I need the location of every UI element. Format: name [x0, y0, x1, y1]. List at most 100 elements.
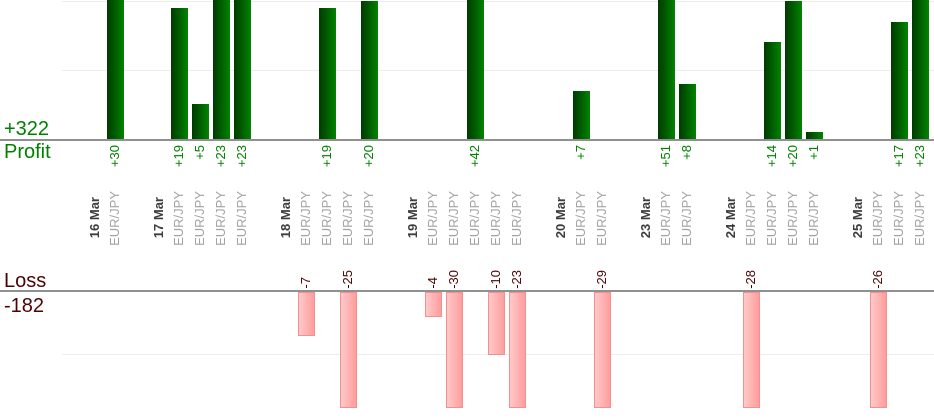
profit-value-label: +1: [806, 145, 821, 160]
symbol-label: EUR/JPY: [171, 190, 186, 246]
symbol-label: EUR/JPY: [870, 190, 885, 246]
symbol-label-box: EUR/JPY: [742, 186, 760, 250]
loss-bar: [870, 292, 887, 408]
profit-value-label: +8: [679, 145, 694, 160]
symbol-label: EUR/JPY: [806, 190, 821, 246]
symbol-label-box: EUR/JPY: [763, 186, 781, 250]
loss-bar: [298, 292, 315, 336]
profit-baseline: [0, 139, 934, 141]
loss-value-label: -28: [743, 270, 758, 289]
symbol-label: EUR/JPY: [340, 190, 355, 246]
symbol-label: EUR/JPY: [192, 190, 207, 246]
profit-bar: [319, 8, 336, 139]
date-label: 25 Mar: [850, 197, 865, 239]
profit-value-label: +23: [912, 145, 927, 168]
symbol-label-box: EUR/JPY: [170, 186, 188, 250]
profit-value-label: +7: [573, 145, 588, 160]
profit-row-label: Profit: [4, 141, 51, 163]
symbol-label: EUR/JPY: [107, 190, 122, 246]
profit-bar: [785, 1, 802, 139]
date-label: 23 Mar: [638, 197, 653, 239]
symbol-label: EUR/JPY: [425, 190, 440, 246]
date-label: 24 Mar: [723, 197, 738, 239]
loss-value-label: -4: [425, 277, 440, 289]
symbol-label: EUR/JPY: [361, 190, 376, 246]
loss-value-label: -7: [298, 277, 313, 289]
symbol-label-box: EUR/JPY: [233, 186, 251, 250]
date-label: 19 Mar: [405, 197, 420, 239]
profit-bar: [234, 0, 251, 139]
symbol-label: EUR/JPY: [743, 190, 758, 246]
symbol-label: EUR/JPY: [679, 190, 694, 246]
profit-bar: [658, 0, 675, 139]
profit-bar: [764, 42, 781, 139]
date-label: 18 Mar: [278, 197, 293, 239]
symbol-label-box: EUR/JPY: [869, 186, 887, 250]
profit-bar: [192, 104, 209, 139]
gridline: [62, 1, 934, 2]
loss-bar: [340, 292, 357, 408]
profit-bar: [213, 0, 230, 139]
profit-bar: [467, 0, 484, 139]
symbol-label-box: EUR/JPY: [445, 186, 463, 250]
profit-bar: [361, 1, 378, 139]
profit-bar: [171, 8, 188, 139]
symbol-label-box: EUR/JPY: [890, 186, 908, 250]
symbol-label: EUR/JPY: [764, 190, 779, 246]
profit-value-label: +42: [467, 145, 482, 168]
loss-total-label: -182: [4, 295, 45, 317]
symbol-label-box: EUR/JPY: [784, 186, 802, 250]
symbol-label-box: EUR/JPY: [911, 186, 929, 250]
symbol-label-box: EUR/JPY: [212, 186, 230, 250]
symbol-label-box: EUR/JPY: [657, 186, 675, 250]
profit-value-label: +23: [234, 145, 249, 168]
symbol-label-box: EUR/JPY: [360, 186, 378, 250]
symbol-label-box: EUR/JPY: [466, 186, 484, 250]
symbol-label: EUR/JPY: [234, 190, 249, 246]
symbol-label: EUR/JPY: [467, 190, 482, 246]
symbol-label-box: EUR/JPY: [297, 186, 315, 250]
symbol-label: EUR/JPY: [785, 190, 800, 246]
profit-bar: [679, 84, 696, 139]
loss-bar: [425, 292, 442, 317]
symbol-label: EUR/JPY: [912, 190, 927, 246]
loss-bar: [509, 292, 526, 408]
symbol-label-box: EUR/JPY: [318, 186, 336, 250]
date-label: 16 Mar: [87, 197, 102, 239]
profit-value-label: +19: [319, 145, 334, 168]
profit-bar: [806, 132, 823, 139]
loss-value-label: -23: [509, 270, 524, 289]
loss-bar: [446, 292, 463, 408]
symbol-label: EUR/JPY: [594, 190, 609, 246]
symbol-label: EUR/JPY: [488, 190, 503, 246]
symbol-label-box: EUR/JPY: [487, 186, 505, 250]
loss-baseline: [0, 290, 934, 292]
date-label-box: 23 Mar: [637, 186, 655, 250]
loss-bar: [488, 292, 505, 355]
profit-value-label: +5: [192, 145, 207, 160]
symbol-label: EUR/JPY: [213, 190, 228, 246]
profit-value-label: +20: [785, 145, 800, 168]
profit-value-label: +14: [764, 145, 779, 168]
symbol-label: EUR/JPY: [573, 190, 588, 246]
date-label: 17 Mar: [151, 197, 166, 239]
date-label-box: 19 Mar: [404, 186, 422, 250]
loss-bar: [743, 292, 760, 408]
symbol-label: EUR/JPY: [319, 190, 334, 246]
date-label-box: 20 Mar: [552, 186, 570, 250]
loss-bar: [594, 292, 611, 408]
symbol-label-box: EUR/JPY: [805, 186, 823, 250]
date-label-box: 25 Mar: [849, 186, 867, 250]
gridline: [62, 70, 934, 71]
profit-value-label: +19: [171, 145, 186, 168]
date-label-box: 18 Mar: [277, 186, 295, 250]
symbol-label: EUR/JPY: [658, 190, 673, 246]
profit-value-label: +51: [658, 145, 673, 168]
date-label-box: 24 Mar: [722, 186, 740, 250]
loss-value-label: -30: [446, 270, 461, 289]
date-label-box: 17 Mar: [150, 186, 168, 250]
symbol-label: EUR/JPY: [446, 190, 461, 246]
profit-value-label: +20: [361, 145, 376, 168]
profit-value-label: +17: [891, 145, 906, 168]
